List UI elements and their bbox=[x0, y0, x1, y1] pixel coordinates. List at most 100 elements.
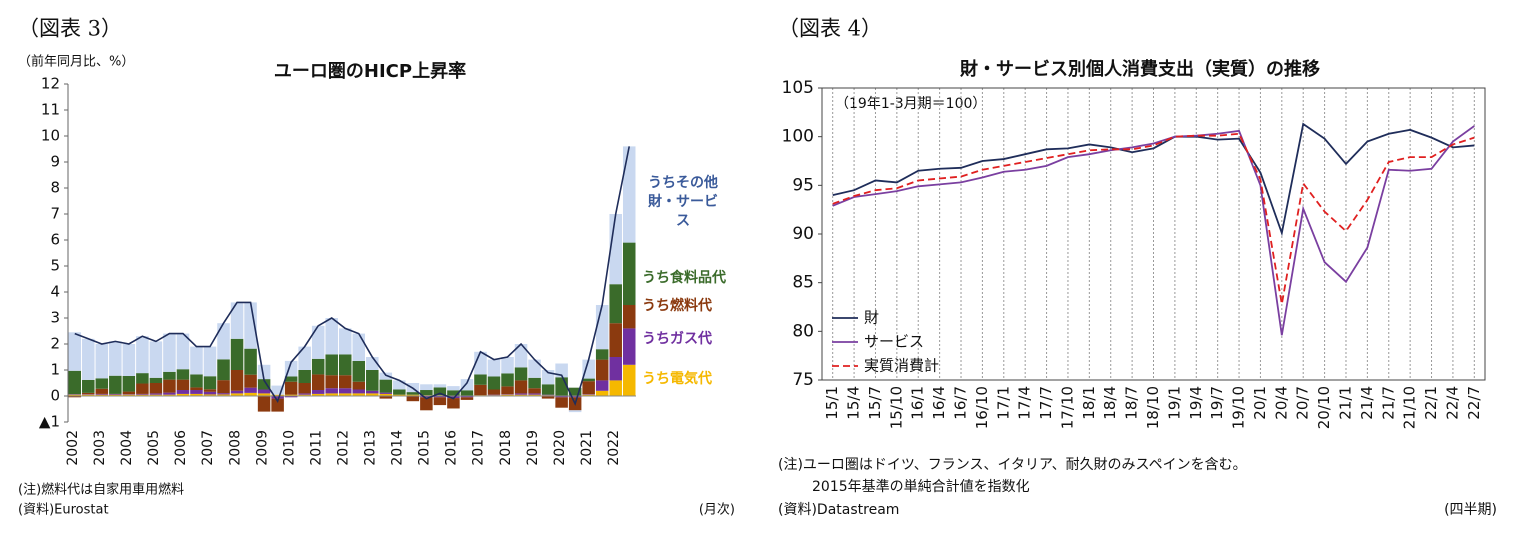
bar-segment bbox=[149, 341, 163, 378]
x-tick-label: 15/7 bbox=[866, 386, 884, 420]
x-tick-label: 2004 bbox=[119, 430, 135, 466]
bar-segment bbox=[393, 394, 406, 396]
bar-segment bbox=[528, 359, 541, 378]
bar-segment bbox=[190, 346, 203, 375]
bar-segment bbox=[217, 380, 230, 394]
note: (注)ユーロ圏はドイツ、フランス、イタリア、耐久財のみスペインを含む。 bbox=[778, 457, 1247, 473]
bar-segment bbox=[95, 393, 109, 395]
y-tick-label: 100 bbox=[782, 127, 814, 147]
y-tick-label: 8 bbox=[50, 179, 60, 197]
bar-segment bbox=[514, 380, 528, 394]
bar-segment bbox=[460, 390, 474, 396]
bar-segment bbox=[82, 394, 95, 395]
y-tick-label: 95 bbox=[792, 175, 814, 195]
bar-segment bbox=[622, 328, 636, 365]
bar-segment bbox=[460, 397, 474, 400]
bar-segment bbox=[122, 391, 136, 395]
bar-segment bbox=[271, 398, 284, 412]
x-tick-label: 22/4 bbox=[1443, 386, 1461, 420]
x-tick-label: 18/1 bbox=[1080, 386, 1098, 420]
bar-segment bbox=[257, 379, 271, 390]
bar-segment bbox=[366, 390, 379, 394]
x-tick-label: 2020 bbox=[552, 430, 568, 466]
bar-segment bbox=[298, 394, 311, 396]
y-tick-label: 2 bbox=[50, 335, 60, 353]
y-tick-label: 7 bbox=[50, 205, 60, 223]
x-tick-label: 2015 bbox=[417, 430, 433, 466]
bar-segment bbox=[433, 397, 447, 406]
chart-title: ユーロ圏のHICP上昇率 bbox=[274, 60, 466, 82]
bar-segment bbox=[68, 394, 82, 395]
plot-frame bbox=[821, 87, 1486, 381]
x-tick-label: 21/4 bbox=[1358, 386, 1376, 420]
bar-segment bbox=[338, 328, 352, 355]
bar-segment bbox=[352, 381, 366, 390]
bar-segment bbox=[528, 393, 541, 395]
bar-segment bbox=[190, 393, 203, 396]
bar-segment bbox=[352, 360, 366, 382]
bar-segment bbox=[217, 359, 230, 381]
series-line bbox=[832, 122, 1475, 237]
bar-segment bbox=[257, 389, 271, 394]
bar-segment bbox=[582, 378, 595, 382]
bar-segment bbox=[406, 392, 420, 395]
bar-segment bbox=[622, 146, 636, 243]
bar-segment bbox=[122, 394, 136, 395]
bar-segment bbox=[338, 375, 352, 389]
bar-segment bbox=[176, 379, 190, 391]
bar-segment bbox=[82, 392, 95, 395]
bar-segment bbox=[568, 410, 582, 413]
figure-label: （図表 3） bbox=[18, 17, 122, 41]
bar-segment bbox=[122, 375, 136, 392]
bar-segment bbox=[284, 376, 298, 382]
bar-segment bbox=[447, 396, 460, 399]
y-tick-label: 11 bbox=[41, 101, 60, 119]
x-tick-label: 2019 bbox=[525, 430, 541, 466]
series-line bbox=[832, 125, 1475, 336]
bar-segment bbox=[244, 348, 257, 375]
bar-segment bbox=[217, 323, 230, 360]
x-tick-label: 2003 bbox=[92, 430, 108, 466]
bar-segment bbox=[420, 396, 433, 398]
frequency: (月次) bbox=[699, 502, 735, 518]
x-tick-label: 19/10 bbox=[1230, 386, 1248, 429]
bar-segment bbox=[136, 373, 149, 384]
bar-segment bbox=[501, 394, 514, 396]
bar-segment bbox=[68, 332, 82, 371]
x-tick-label: 2011 bbox=[308, 430, 324, 466]
bar-segment bbox=[325, 354, 338, 376]
bar-segment bbox=[109, 341, 122, 376]
bar-segment bbox=[541, 396, 555, 399]
bar-segment bbox=[474, 384, 487, 396]
bar-segment bbox=[595, 380, 609, 391]
bar-segment bbox=[95, 378, 109, 389]
bar-segment bbox=[528, 377, 541, 389]
y-tick-label: 10 bbox=[41, 127, 60, 145]
bar-segment bbox=[487, 389, 501, 395]
source: (資料)Datastream bbox=[778, 502, 899, 518]
bar-segment bbox=[555, 397, 568, 408]
bar-segment bbox=[501, 394, 514, 395]
bar-segment bbox=[379, 379, 393, 393]
bar-segment bbox=[568, 396, 582, 398]
bar-segment bbox=[217, 394, 230, 396]
x-tick-label: 18/10 bbox=[1144, 386, 1162, 429]
bar-segment bbox=[474, 374, 487, 385]
x-tick-label: 22/1 bbox=[1422, 386, 1440, 420]
bar-segment bbox=[82, 379, 95, 393]
x-tick-label: 17/1 bbox=[994, 386, 1012, 420]
bar-segment bbox=[82, 338, 95, 380]
bar-segment bbox=[420, 390, 433, 396]
bar-segment bbox=[109, 375, 122, 394]
bar-segment bbox=[433, 387, 447, 396]
x-tick-label: 20/4 bbox=[1272, 386, 1290, 420]
bar-segment bbox=[501, 373, 514, 387]
bar-segment bbox=[379, 396, 393, 399]
series-label: うち食料品代 bbox=[642, 270, 726, 286]
series-label: うちその他財・サービス bbox=[648, 175, 718, 229]
bar-segment bbox=[244, 392, 257, 396]
bar-segment bbox=[487, 394, 501, 396]
x-tick-label: 21/7 bbox=[1379, 386, 1397, 420]
x-tick-label: 2002 bbox=[65, 430, 81, 466]
bar-segment bbox=[433, 384, 447, 388]
